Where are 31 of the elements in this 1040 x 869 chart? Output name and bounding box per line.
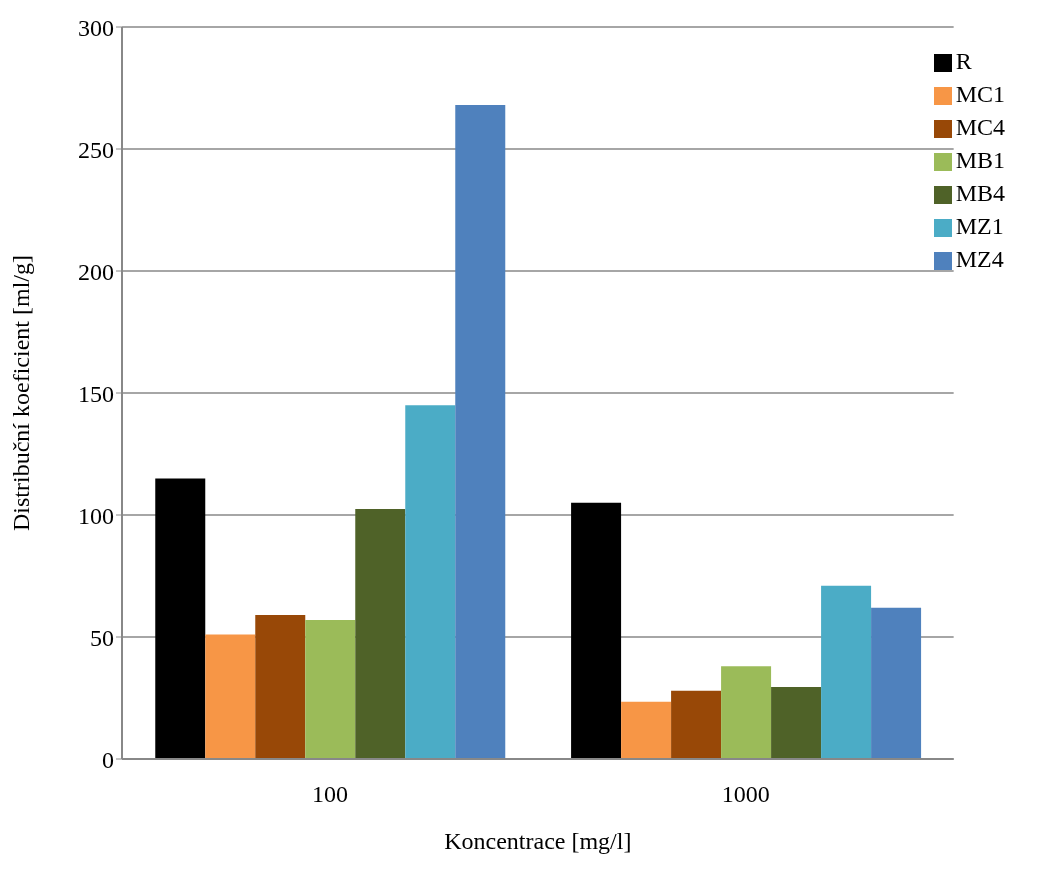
legend-label: MB1 [955, 147, 1005, 173]
legend-label: MC4 [955, 114, 1005, 140]
bar [155, 478, 206, 759]
bar [621, 701, 672, 759]
legend-label: MC1 [955, 81, 1005, 107]
y-tick-label: 100 [78, 502, 114, 529]
legend-label: MB4 [955, 180, 1005, 206]
bar [355, 508, 406, 759]
bar [721, 666, 772, 759]
bar [205, 634, 256, 759]
x-tick-label: 1000 [721, 781, 770, 808]
legend-label: R [955, 48, 972, 74]
y-axis-title: Distribuční koeficient [ml/g] [7, 255, 34, 531]
y-tick-label: 300 [78, 14, 114, 41]
bar [871, 607, 922, 759]
bar [305, 619, 356, 759]
y-tick-label: 250 [78, 136, 114, 163]
bar [571, 502, 622, 759]
y-tick-label: 150 [78, 380, 114, 407]
bar [455, 105, 506, 759]
bar [405, 405, 456, 759]
x-axis-title: Koncentrace [mg/l] [444, 828, 632, 854]
bar [671, 690, 722, 759]
y-tick-label: 0 [102, 746, 114, 773]
y-tick-label: 50 [90, 624, 114, 651]
bar [821, 585, 872, 759]
legend-label: MZ1 [955, 213, 1004, 239]
y-tick-label: 200 [78, 258, 114, 285]
bar [255, 615, 306, 759]
legend-label: MZ4 [955, 246, 1004, 272]
bar [771, 687, 822, 759]
